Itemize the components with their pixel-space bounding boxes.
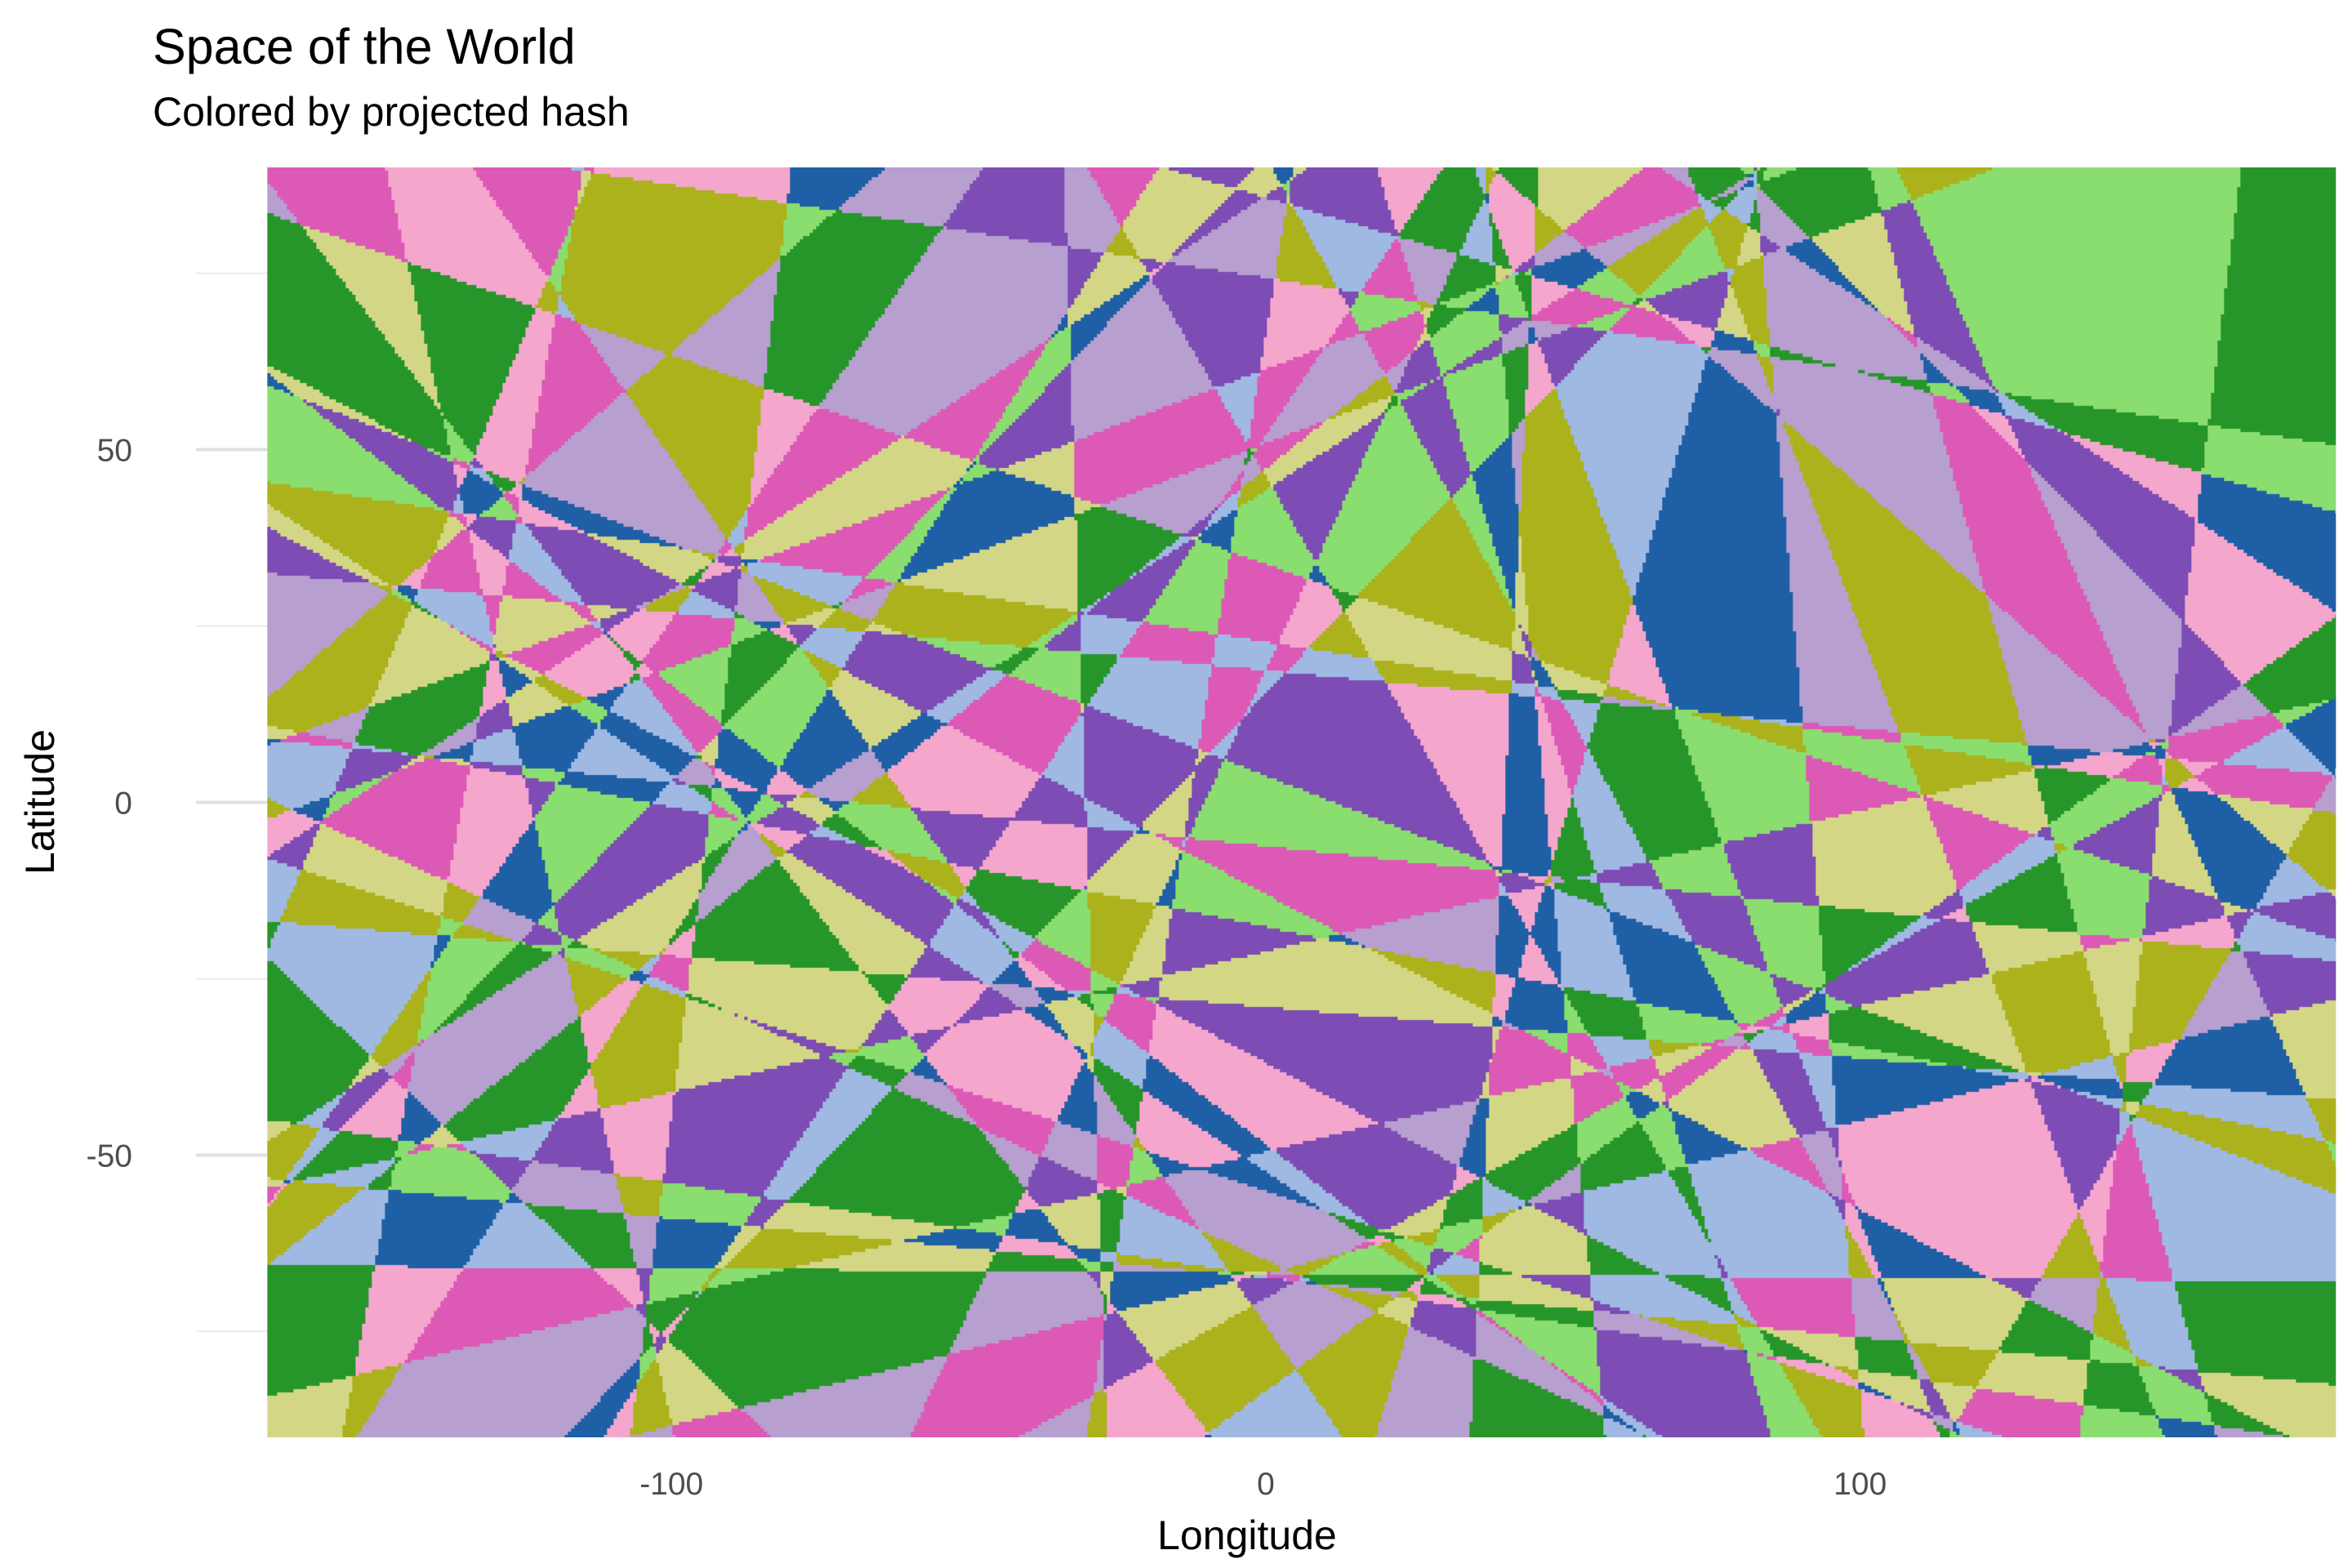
y-axis-title: Latitude	[17, 729, 63, 875]
chart-subtitle: Colored by projected hash	[153, 89, 630, 135]
hash-tile-raster	[267, 167, 2336, 1437]
chart-title: Space of the World	[153, 19, 576, 74]
x-tick-label: -100	[639, 1467, 703, 1502]
y-tick-label: -50	[87, 1138, 132, 1174]
y-tick-label: 50	[97, 434, 132, 469]
y-tick-label: 0	[114, 786, 132, 822]
x-tick-label: 100	[1833, 1467, 1886, 1502]
hash-tiles	[267, 167, 2336, 1437]
x-axis-title: Longitude	[1157, 1512, 1337, 1558]
y-axis-ticks: 50 0 -50	[87, 434, 132, 1174]
x-tick-label: 0	[1257, 1467, 1275, 1502]
x-axis-ticks: -100 0 100	[639, 1467, 1886, 1502]
